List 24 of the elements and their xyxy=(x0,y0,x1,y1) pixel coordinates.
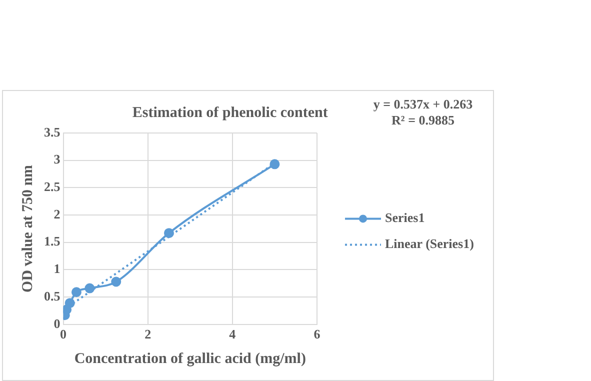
y-tick-label: 0.5 xyxy=(44,288,61,304)
point xyxy=(111,276,122,287)
point xyxy=(71,287,82,298)
y-tick-label: 2 xyxy=(54,206,60,222)
point xyxy=(64,298,75,308)
point xyxy=(164,228,174,238)
text: y = 0.537x + 0.263 xyxy=(373,96,474,112)
point xyxy=(270,159,280,170)
y-tick-label: 1.5 xyxy=(44,234,61,249)
y-tick-label: 2.5 xyxy=(44,179,61,194)
y-axis-title: OD value at 750 nm xyxy=(20,164,36,292)
point xyxy=(84,283,95,294)
x-tick-label: 6 xyxy=(314,326,321,342)
x-axis-title: Concentration of gallic acid (mg/ml) xyxy=(74,350,306,367)
chart-title: Estimation of phenolic content xyxy=(132,104,328,121)
y-tick-label: 1 xyxy=(54,261,60,276)
y-tick-label: 3.5 xyxy=(44,124,61,140)
legend-label: Series1 xyxy=(385,210,425,226)
x-tick-label: 4 xyxy=(229,326,236,342)
legend-label: Linear (Series1) xyxy=(385,236,474,252)
x-tick-label: 2 xyxy=(144,326,152,342)
y-tick-label: 3 xyxy=(54,152,61,167)
y-tick-label: 0 xyxy=(54,316,60,331)
text: R² = 0.9885 xyxy=(392,112,455,128)
